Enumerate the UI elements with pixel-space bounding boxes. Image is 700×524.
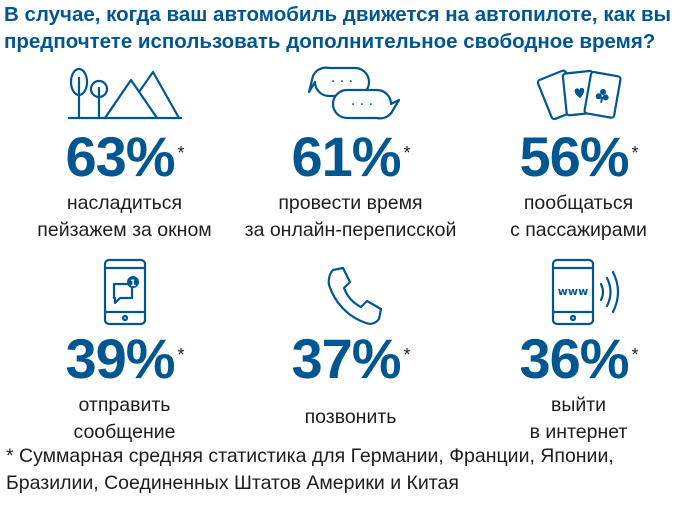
value-37: 37% * [291,327,410,390]
description-36: выйти в интернет [529,394,628,443]
stat-call: 37% * позвонить [234,264,467,454]
phone-internet-icon: www [462,258,695,326]
svg-text:· · ·: · · · [330,74,352,90]
title-line-1: В случае, когда ваш автомобиль движется … [4,3,672,26]
svg-text:www: www [557,285,588,298]
title-line-2: предпочтете использовать дополнительное … [4,30,656,53]
playing-cards-icon [462,62,695,126]
description-37: позвонить [304,406,397,428]
value-36: 36% * [519,327,638,390]
svg-text:1: 1 [129,279,135,289]
description-56: пообщаться с пассажирами [510,192,647,241]
footnote-line-2: Бразилии, Соединенных Штатов Америки и К… [6,472,459,494]
description-61: провести время за онлайн-переписской [244,192,457,241]
svg-text:· · ·: · · · [350,97,372,113]
stat-landscape: 63% * насладиться пейзажем за окном [8,62,241,252]
stat-internet: www 36% * выйти в интернет [462,258,695,454]
value-63: 63% * [65,125,184,188]
value-56: 56% * [519,125,638,188]
value-39: 39% * [65,327,184,390]
value-61: 61% * [291,125,410,188]
description-63: насладиться пейзажем за окном [37,192,212,241]
page-title: В случае, когда ваш автомобиль движется … [4,1,698,55]
phone-message-icon: 1 [8,258,241,326]
stat-message: 1 39% * отправить сообщение [8,258,241,454]
telephone-handset-icon [234,264,467,328]
chat-bubbles-icon: · · · · · · [234,62,467,126]
stat-chat: · · · · · · 61% * провести время за онлай… [234,62,467,252]
description-39: отправить сообщение [73,394,176,443]
landscape-icon [8,62,241,126]
footnote: * Суммарная средняя статистика для Герма… [6,443,696,497]
footnote-line-1: * Суммарная средняя статистика для Герма… [6,445,614,467]
stat-passengers: 56% * пообщаться с пассажирами [462,62,695,252]
